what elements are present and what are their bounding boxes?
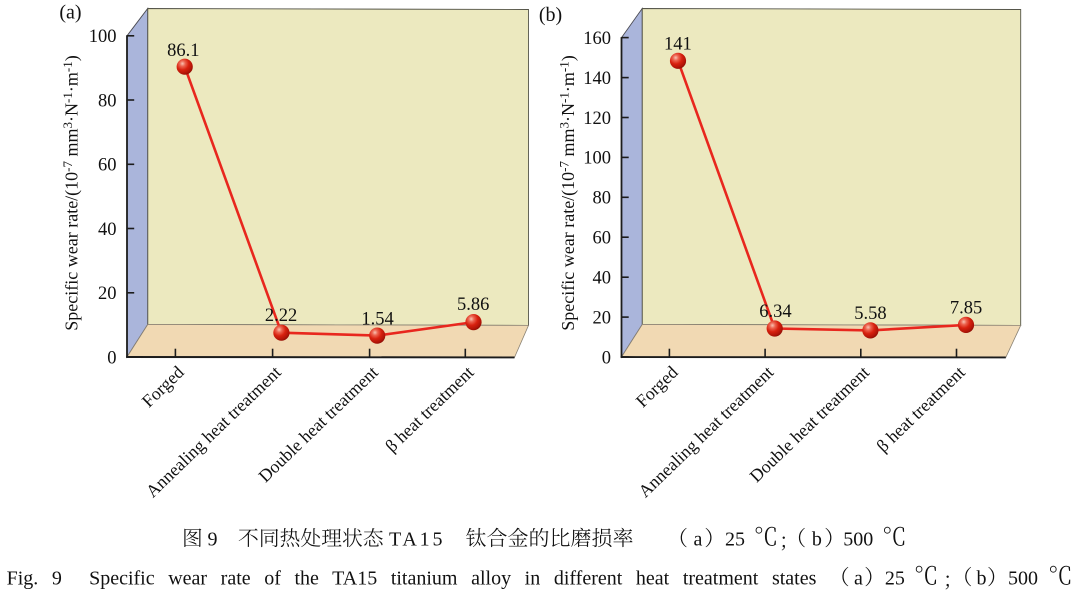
svg-text:a: a bbox=[694, 529, 703, 551]
svg-text:500: 500 bbox=[1008, 568, 1038, 590]
svg-text:60: 60 bbox=[593, 229, 612, 249]
svg-text:Fig. 9 Specific wear rate of: Fig. 9 Specific wear rate of the TA15 ti… bbox=[7, 568, 817, 590]
svg-text:b: b bbox=[812, 529, 822, 551]
svg-text:160: 160 bbox=[583, 29, 611, 49]
svg-text:120: 120 bbox=[583, 109, 611, 129]
svg-text:500: 500 bbox=[843, 529, 873, 551]
svg-text:5.58: 5.58 bbox=[854, 304, 886, 324]
svg-text:100: 100 bbox=[89, 27, 117, 47]
svg-text:7.85: 7.85 bbox=[950, 299, 982, 319]
svg-text:0: 0 bbox=[107, 348, 116, 368]
svg-text:20: 20 bbox=[593, 308, 612, 328]
svg-text:20: 20 bbox=[98, 284, 117, 304]
svg-text:2.22: 2.22 bbox=[265, 306, 297, 326]
svg-text:9: 9 bbox=[208, 529, 218, 551]
svg-text:5.86: 5.86 bbox=[457, 295, 489, 315]
svg-text:141: 141 bbox=[664, 35, 692, 55]
svg-text:6.34: 6.34 bbox=[759, 302, 791, 322]
svg-text:a: a bbox=[854, 568, 863, 590]
svg-text:80: 80 bbox=[98, 91, 117, 111]
svg-text:0: 0 bbox=[602, 348, 611, 368]
svg-text:25: 25 bbox=[725, 529, 745, 551]
svg-text:1.54: 1.54 bbox=[361, 309, 393, 329]
svg-text:TA15: TA15 bbox=[389, 529, 445, 551]
svg-text:40: 40 bbox=[593, 269, 612, 289]
svg-text:25: 25 bbox=[885, 568, 905, 590]
svg-text:40: 40 bbox=[98, 220, 117, 240]
svg-text:140: 140 bbox=[583, 69, 611, 89]
svg-text:60: 60 bbox=[98, 156, 117, 176]
svg-text:100: 100 bbox=[583, 149, 611, 169]
svg-text:(b): (b) bbox=[539, 4, 562, 26]
svg-text:b: b bbox=[977, 568, 987, 590]
svg-text:(a): (a) bbox=[59, 1, 81, 23]
svg-text:80: 80 bbox=[593, 189, 612, 209]
svg-text:86.1: 86.1 bbox=[167, 41, 199, 61]
